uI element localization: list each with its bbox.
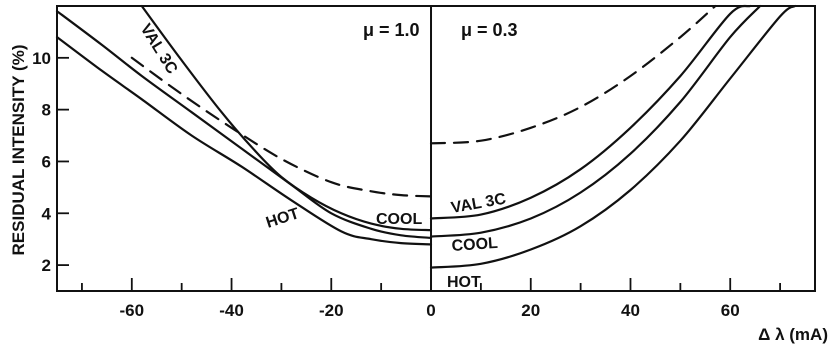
- curve-dashed-panel-0: [130, 56, 433, 198]
- curve-val3c-panel-1: [429, 4, 752, 220]
- curve-label-val3c-mu-0-3: VAL 3C: [450, 190, 508, 216]
- chart-labels: -60 -40 -20 0 20 40 60 2 4 6 8 10 Δ λ (mA) RESIDUA…: [9, 20, 828, 344]
- curve-hot-panel-1: [429, 4, 797, 269]
- x-tick-label-40: 40: [621, 301, 640, 320]
- curve-label-hot-mu-0-3: HOT: [447, 274, 481, 291]
- plot-area: [55, 4, 816, 292]
- x-axis-label: Δ λ (mA): [758, 325, 828, 344]
- y-tick-label-2: 2: [42, 256, 51, 275]
- curve-label-cool-mu-1: COOL: [376, 211, 422, 228]
- curves: [55, 4, 797, 269]
- axes-frame: [56, 5, 816, 292]
- curve-cool-panel-0: [55, 10, 433, 239]
- panel-label-mu-1: μ = 1.0: [363, 20, 420, 40]
- y-tick-label-10: 10: [32, 49, 51, 68]
- curve-cool-panel-1: [429, 4, 762, 238]
- x-tick-label-60: 60: [721, 301, 740, 320]
- curve-labels: VAL 3C COOL HOT VAL 3C COOL HOT: [137, 21, 508, 291]
- curve-dashed-panel-1: [429, 4, 717, 145]
- axis-ticks: [57, 56, 781, 291]
- curve-hot-panel-0: [55, 36, 433, 246]
- curve-label-hot-mu-1: HOT: [264, 205, 302, 232]
- x-tick-label-0: 0: [426, 301, 435, 320]
- y-axis-label: RESIDUAL INTENSITY (%): [9, 45, 28, 256]
- x-tick-label--20: -20: [319, 301, 344, 320]
- x-tick-label--60: -60: [120, 301, 145, 320]
- y-tick-labels: 2 4 6 8 10: [32, 49, 51, 275]
- x-tick-labels: -60 -40 -20 0 20 40 60: [120, 301, 740, 320]
- y-tick-label-8: 8: [42, 101, 51, 120]
- y-tick-label-4: 4: [42, 204, 52, 223]
- curve-label-cool-mu-0-3: COOL: [451, 235, 499, 255]
- panel-label-mu-0-3: μ = 0.3: [461, 20, 518, 40]
- x-tick-label-20: 20: [521, 301, 540, 320]
- x-tick-label--40: -40: [219, 301, 244, 320]
- y-tick-label-6: 6: [42, 152, 51, 171]
